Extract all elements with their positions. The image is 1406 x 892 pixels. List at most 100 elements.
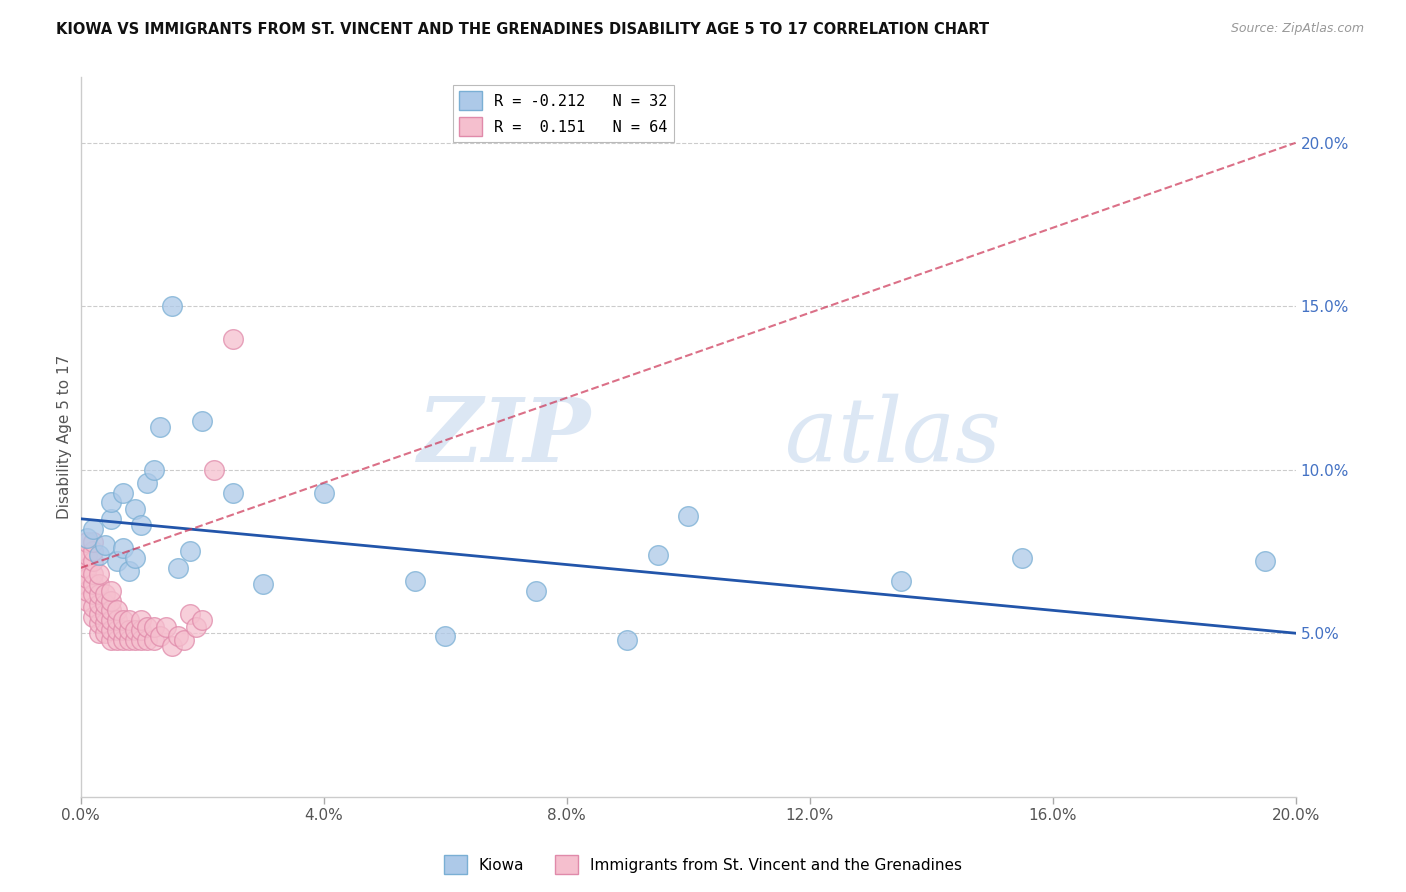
- Point: [87, 567, 110, 582]
- Point: [100, 495, 122, 509]
- Point: [82, 577, 104, 591]
- Point: [149, 630, 172, 644]
- Point: [87, 626, 110, 640]
- Point: [142, 620, 165, 634]
- Point: [76, 534, 98, 549]
- Point: [94, 626, 117, 640]
- Point: [191, 613, 214, 627]
- Point: [166, 630, 188, 644]
- Point: [112, 485, 135, 500]
- Text: ZIP: ZIP: [418, 393, 591, 480]
- Point: [142, 632, 165, 647]
- Point: [112, 541, 135, 556]
- Point: [118, 613, 141, 627]
- Point: [112, 623, 135, 637]
- Point: [155, 620, 177, 634]
- Point: [87, 607, 110, 621]
- Point: [69, 567, 91, 582]
- Point: [647, 548, 669, 562]
- Point: [112, 632, 135, 647]
- Y-axis label: Disability Age 5 to 17: Disability Age 5 to 17: [58, 355, 72, 519]
- Point: [434, 630, 457, 644]
- Point: [136, 632, 159, 647]
- Point: [136, 620, 159, 634]
- Point: [124, 623, 146, 637]
- Point: [100, 583, 122, 598]
- Point: [131, 623, 153, 637]
- Point: [124, 502, 146, 516]
- Point: [94, 616, 117, 631]
- Point: [94, 607, 117, 621]
- Point: [149, 420, 172, 434]
- Point: [131, 632, 153, 647]
- Point: [87, 577, 110, 591]
- Point: [82, 610, 104, 624]
- Point: [82, 600, 104, 615]
- Point: [100, 593, 122, 607]
- Point: [105, 603, 128, 617]
- Point: [131, 613, 153, 627]
- Point: [191, 414, 214, 428]
- Point: [105, 623, 128, 637]
- Point: [76, 571, 98, 585]
- Point: [179, 607, 201, 621]
- Point: [94, 538, 117, 552]
- Point: [131, 518, 153, 533]
- Point: [76, 593, 98, 607]
- Point: [142, 463, 165, 477]
- Point: [202, 463, 225, 477]
- Point: [890, 574, 912, 588]
- Point: [179, 544, 201, 558]
- Point: [76, 532, 98, 546]
- Point: [524, 583, 547, 598]
- Text: Source: ZipAtlas.com: Source: ZipAtlas.com: [1230, 22, 1364, 36]
- Legend: Kiowa, Immigrants from St. Vincent and the Grenadines: Kiowa, Immigrants from St. Vincent and t…: [437, 849, 969, 880]
- Point: [94, 587, 117, 601]
- Point: [100, 603, 122, 617]
- Point: [100, 512, 122, 526]
- Point: [160, 640, 183, 654]
- Point: [100, 623, 122, 637]
- Point: [82, 554, 104, 568]
- Legend: R = -0.212   N = 32, R =  0.151   N = 64: R = -0.212 N = 32, R = 0.151 N = 64: [453, 85, 673, 142]
- Point: [82, 522, 104, 536]
- Point: [404, 574, 426, 588]
- Point: [166, 561, 188, 575]
- Point: [124, 551, 146, 566]
- Point: [76, 548, 98, 562]
- Point: [87, 548, 110, 562]
- Point: [87, 597, 110, 611]
- Point: [136, 475, 159, 490]
- Point: [100, 632, 122, 647]
- Point: [87, 587, 110, 601]
- Point: [100, 613, 122, 627]
- Point: [69, 551, 91, 566]
- Text: atlas: atlas: [786, 393, 1001, 481]
- Point: [221, 485, 243, 500]
- Point: [105, 613, 128, 627]
- Point: [82, 544, 104, 558]
- Point: [1011, 551, 1033, 566]
- Point: [1254, 554, 1277, 568]
- Point: [221, 332, 243, 346]
- Point: [82, 587, 104, 601]
- Point: [312, 485, 335, 500]
- Point: [118, 632, 141, 647]
- Point: [82, 567, 104, 582]
- Point: [76, 583, 98, 598]
- Point: [118, 564, 141, 578]
- Point: [124, 632, 146, 647]
- Text: KIOWA VS IMMIGRANTS FROM ST. VINCENT AND THE GRENADINES DISABILITY AGE 5 TO 17 C: KIOWA VS IMMIGRANTS FROM ST. VINCENT AND…: [56, 22, 990, 37]
- Point: [105, 632, 128, 647]
- Point: [94, 597, 117, 611]
- Point: [69, 577, 91, 591]
- Point: [105, 554, 128, 568]
- Point: [87, 616, 110, 631]
- Point: [76, 561, 98, 575]
- Point: [112, 613, 135, 627]
- Point: [118, 623, 141, 637]
- Point: [160, 299, 183, 313]
- Point: [82, 534, 104, 549]
- Point: [184, 620, 207, 634]
- Point: [676, 508, 699, 523]
